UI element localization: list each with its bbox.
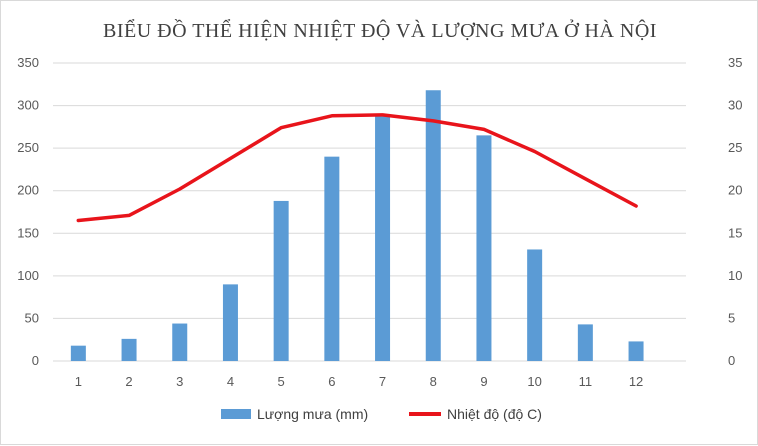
- right-axis-tick-label: 5: [728, 310, 735, 325]
- left-axis-tick-label: 200: [17, 183, 39, 198]
- legend-label-temperature: Nhiệt độ (độ C): [447, 406, 542, 422]
- bar-rainfall-month-5: [273, 200, 289, 361]
- gridlines: [53, 62, 686, 362]
- bar-rainfall-month-8: [425, 90, 441, 361]
- left-axis-tick-label: 150: [17, 225, 39, 240]
- left-axis-tick-label: 250: [17, 140, 39, 155]
- x-axis-tick-label: 11: [579, 374, 593, 389]
- x-axis-tick-label: 9: [480, 374, 487, 389]
- x-axis-tick-label: 8: [430, 374, 437, 389]
- bar-rainfall-month-3: [172, 323, 188, 361]
- right-axis-tick-label: 20: [728, 183, 742, 198]
- bar-rainfall-month-2: [121, 338, 137, 361]
- right-axis-tick-label: 25: [728, 140, 742, 155]
- left-axis-tick-label: 0: [32, 353, 39, 368]
- x-axis-tick-label: 4: [227, 374, 234, 389]
- x-axis-tick-label: 10: [527, 374, 541, 389]
- right-axis-tick-label: 0: [728, 353, 735, 368]
- right-axis-tick-label: 10: [728, 268, 742, 283]
- legend-swatch-rainfall: [221, 409, 251, 419]
- x-axis-tick-label: 3: [176, 374, 183, 389]
- rainfall-bars: [70, 90, 644, 361]
- bar-rainfall-month-9: [476, 135, 492, 361]
- bar-rainfall-month-12: [628, 341, 644, 361]
- left-axis-tick-label: 50: [25, 310, 39, 325]
- bar-rainfall-month-11: [577, 324, 593, 361]
- bar-rainfall-month-1: [70, 345, 86, 361]
- x-axis-tick-label: 5: [278, 374, 285, 389]
- x-axis-tick-label: 1: [75, 374, 82, 389]
- x-axis-tick-label: 6: [328, 374, 335, 389]
- right-axis-tick-label: 15: [728, 225, 742, 240]
- x-axis-tick-label: 12: [629, 374, 643, 389]
- x-axis-tick-label: 2: [125, 374, 132, 389]
- left-axis-tick-label: 100: [17, 268, 39, 283]
- x-axis-tick-label: 7: [379, 374, 386, 389]
- temperature-line: [76, 113, 638, 223]
- legend-label-rainfall: Lượng mưa (mm): [257, 406, 368, 422]
- left-axis-tick-label: 300: [17, 98, 39, 113]
- temperature-line-group: [76, 113, 638, 223]
- bar-rainfall-month-10: [527, 249, 543, 361]
- bar-rainfall-month-6: [324, 156, 340, 361]
- chart-title: BIỂU ĐỒ THỂ HIỆN NHIỆT ĐỘ VÀ LƯỢNG MƯA Ở…: [103, 18, 657, 42]
- right-axis-ticks: 0 5 10 15 20 25 30 35: [728, 55, 742, 368]
- bar-rainfall-month-4: [222, 284, 238, 361]
- x-axis-ticks: 1 2 3 4 5 6 7 8 9 10 11 12: [75, 374, 644, 389]
- legend: Lượng mưa (mm) Nhiệt độ (độ C): [221, 406, 542, 422]
- left-axis-tick-label: 350: [17, 55, 39, 70]
- right-axis-tick-label: 30: [728, 98, 742, 113]
- bar-rainfall-month-7: [375, 115, 391, 361]
- left-axis-ticks: 0 50 100 150 200 250 300 350: [17, 55, 39, 368]
- right-axis-tick-label: 35: [728, 55, 742, 70]
